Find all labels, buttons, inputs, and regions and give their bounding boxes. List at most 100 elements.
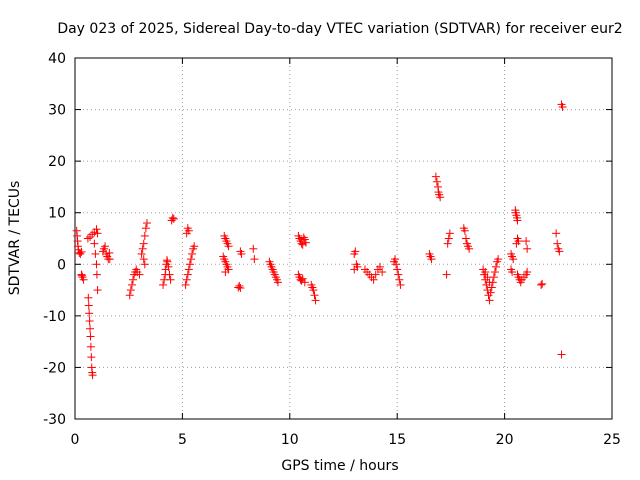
data-point — [465, 244, 474, 253]
data-point — [483, 273, 492, 282]
data-point — [88, 371, 97, 380]
x-tick-label: 5 — [178, 432, 187, 448]
data-point — [494, 255, 503, 264]
data-point — [396, 280, 405, 289]
data-point — [273, 278, 282, 287]
data-point — [392, 260, 401, 269]
data-point — [92, 260, 101, 269]
data-point — [84, 293, 93, 302]
data-point — [186, 255, 195, 264]
data-point — [249, 244, 258, 253]
grid-lines — [75, 58, 612, 419]
data-point — [522, 237, 531, 246]
x-axis-label: GPS time / hours — [281, 458, 398, 474]
data-point — [79, 275, 88, 284]
data-point — [481, 268, 490, 277]
data-point — [297, 239, 306, 248]
data-point — [237, 249, 246, 258]
data-point — [460, 226, 469, 235]
data-point — [159, 280, 168, 289]
data-point — [523, 244, 532, 253]
data-point — [168, 213, 177, 222]
data-points — [72, 100, 567, 380]
data-point — [90, 239, 99, 248]
data-point — [513, 216, 522, 225]
data-point — [163, 257, 172, 266]
data-point — [461, 234, 470, 243]
data-point — [558, 102, 567, 111]
data-point — [427, 255, 436, 264]
data-point — [351, 247, 360, 256]
data-point — [436, 193, 445, 202]
data-point — [92, 225, 101, 234]
data-point — [309, 286, 318, 295]
data-point — [486, 288, 495, 297]
data-point — [138, 244, 147, 253]
data-point — [139, 255, 148, 264]
data-point — [552, 229, 561, 238]
data-point — [485, 278, 494, 287]
data-point — [485, 296, 494, 305]
data-point — [181, 280, 190, 289]
data-point — [183, 270, 192, 279]
data-point — [164, 262, 173, 271]
data-point — [127, 280, 136, 289]
data-point — [139, 239, 148, 248]
data-point — [376, 262, 385, 271]
data-point — [184, 226, 193, 235]
y-tick-label: 30 — [48, 103, 66, 119]
data-point — [553, 239, 562, 248]
data-point — [140, 231, 149, 240]
data-point — [557, 350, 566, 359]
x-tick-label: 20 — [496, 432, 514, 448]
x-tick-label: 0 — [71, 432, 80, 448]
data-point — [85, 317, 94, 326]
data-point — [140, 260, 149, 269]
data-point — [86, 332, 95, 341]
data-point — [105, 255, 114, 264]
data-point — [350, 265, 359, 274]
data-point — [93, 286, 102, 295]
y-axis-label: SDTVAR / TECUs — [7, 181, 23, 296]
x-tick-label: 15 — [388, 432, 406, 448]
data-point — [296, 275, 305, 284]
data-point — [393, 265, 402, 274]
data-point — [88, 230, 97, 239]
data-point — [75, 248, 84, 257]
data-point — [431, 172, 440, 181]
chart-title: Day 023 of 2025, Sidereal Day-to-day VTE… — [57, 21, 622, 37]
data-point — [301, 238, 310, 247]
data-point — [234, 283, 243, 292]
data-point — [84, 301, 93, 310]
data-point — [298, 240, 307, 249]
data-point — [101, 242, 110, 251]
data-point — [297, 276, 306, 285]
axis-ticks: 0 5 10 15 20 25 -30 -20 -10 0 10 20 30 40 — [43, 51, 621, 448]
data-point — [299, 233, 308, 242]
data-point — [432, 177, 441, 186]
x-tick-label: 25 — [603, 432, 621, 448]
data-point — [442, 270, 451, 279]
data-point — [523, 268, 532, 277]
data-point — [487, 283, 496, 292]
data-point — [378, 268, 387, 277]
data-point — [137, 249, 146, 258]
data-point — [77, 247, 86, 256]
data-point — [184, 265, 193, 274]
y-tick-label: 40 — [48, 51, 66, 67]
data-point — [391, 255, 400, 264]
data-point — [83, 234, 92, 243]
plot-frame — [74, 57, 613, 420]
y-tick-label: -10 — [43, 309, 66, 325]
data-point — [169, 214, 178, 223]
data-point — [492, 262, 501, 271]
data-point — [91, 249, 100, 258]
data-point — [128, 275, 137, 284]
y-tick-label: 0 — [57, 257, 66, 273]
data-point — [221, 268, 230, 277]
data-point — [141, 224, 150, 233]
data-point — [77, 271, 86, 280]
data-point — [235, 281, 244, 290]
data-point — [86, 324, 95, 333]
data-point — [394, 270, 403, 279]
